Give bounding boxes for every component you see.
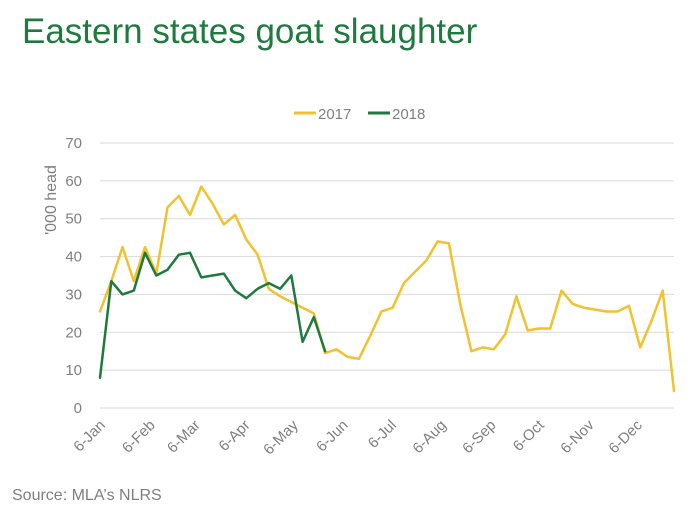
x-tick-label: 6-Sep	[459, 417, 499, 457]
y-tick-label: 70	[65, 135, 82, 152]
x-tick-labels: 6-Jan 6-Feb 6-Mar 6-Apr 6-May 6-Jun 6-Jul 6-Aug…	[70, 416, 646, 458]
y-tick-label: 30	[65, 286, 82, 303]
y-tick-label: 0	[74, 400, 82, 417]
x-tick-label: 6-Feb	[119, 417, 159, 457]
x-tick-label: 6-Jan	[70, 417, 109, 456]
x-tick-label: 6-Aug	[409, 417, 449, 457]
x-tick-label: 6-Apr	[216, 417, 254, 455]
y-axis-label: '000 head	[43, 165, 60, 235]
x-tick-label: 6-Mar	[164, 417, 204, 457]
y-tick-label: 40	[65, 249, 82, 266]
y-tick-labels: 0 10 20 30 40 50 60 70	[65, 135, 82, 417]
x-tick-label: 6-May	[260, 416, 302, 458]
y-tick-label: 60	[65, 173, 82, 190]
x-tick-label: 6-Nov	[557, 416, 598, 457]
chart-title: Eastern states goat slaughter	[22, 12, 478, 51]
series-line-2017	[98, 185, 676, 393]
source-note: Source: MLA’s NLRS	[12, 487, 162, 504]
legend: 2017 2018	[294, 106, 425, 123]
y-tick-label: 20	[65, 324, 82, 341]
y-tick-label: 10	[65, 362, 82, 379]
x-tick-label: 6-Dec	[605, 416, 646, 457]
x-tick-label: 6-Jul	[365, 417, 400, 452]
series-lines	[98, 185, 676, 393]
y-tick-label: 50	[65, 211, 82, 228]
gridlines	[100, 142, 674, 409]
legend-label: 2017	[318, 106, 351, 123]
x-tick-label: 6-Oct	[510, 416, 549, 455]
x-tick-label: 6-Jun	[313, 417, 352, 456]
legend-label: 2018	[392, 106, 425, 123]
series-line-2018	[98, 251, 327, 379]
